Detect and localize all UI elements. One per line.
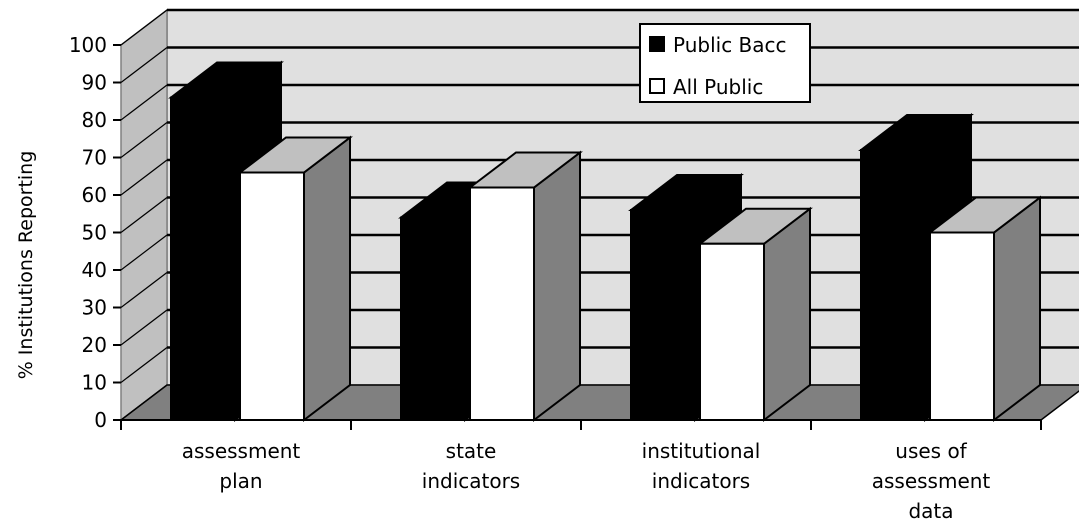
y-tick-label: 20 (82, 333, 107, 357)
y-tick-label: 80 (82, 108, 107, 132)
gridline-side (120, 347, 168, 383)
legend-swatch-all-public (649, 78, 665, 94)
bar-all-public-3 (927, 195, 1043, 423)
y-tick-label: 60 (82, 183, 107, 207)
y-tick-label: 40 (82, 258, 107, 282)
y-axis-title: % Institutions Reporting (15, 151, 37, 380)
bar-all-public-2 (697, 206, 813, 423)
bar-front (860, 149, 926, 421)
x-category-labels: assessment plan state indicators institution… (182, 439, 991, 523)
y-tick-label: 10 (82, 371, 107, 395)
gridline-side (120, 234, 168, 271)
x-category-label: institutional indicators (642, 439, 761, 493)
legend: Public Bacc All Public (639, 23, 811, 103)
bar-side (303, 135, 351, 423)
gridline-side (120, 197, 168, 233)
x-category-label: assessment plan (182, 439, 301, 493)
bar-side (993, 195, 1041, 423)
legend-label-all-public: All Public (673, 75, 763, 99)
bar-side (533, 150, 581, 423)
y-tick-label: 100 (69, 33, 107, 57)
x-category-label: uses of assessment data (872, 439, 991, 523)
y-tick-label: 50 (82, 221, 107, 245)
gridline-side (120, 159, 168, 196)
y-tick-label: 90 (82, 71, 107, 95)
y-tick-label: 0 (94, 408, 107, 432)
bars (168, 60, 1043, 423)
bar-front (170, 96, 236, 421)
gridline-side (120, 272, 168, 308)
bar-all-public-1 (467, 150, 583, 423)
y-tick-labels: 0 10 20 30 40 50 60 70 80 90 100 (69, 33, 107, 432)
y-tick-label: 70 (82, 146, 107, 170)
gridline-side (120, 309, 168, 346)
gridline-side (120, 9, 168, 46)
bar-all-public-0 (237, 135, 353, 423)
bar-front (929, 231, 995, 421)
bar-front (239, 171, 305, 421)
gridline-side (120, 84, 168, 121)
gridline-side (120, 122, 168, 158)
gridline-side (120, 47, 168, 83)
legend-label-public-bacc: Public Bacc (673, 33, 787, 57)
legend-box (639, 23, 811, 103)
x-category-label: state indicators (422, 439, 520, 493)
bar-front (400, 216, 466, 421)
bar-side (763, 206, 811, 423)
bar-front (630, 209, 696, 421)
bar-front (469, 186, 535, 421)
y-tick-label: 30 (82, 296, 107, 320)
axes (113, 44, 1042, 430)
bar-front (699, 242, 765, 421)
legend-swatch-public-bacc (649, 36, 665, 52)
gridline-side (120, 384, 168, 421)
